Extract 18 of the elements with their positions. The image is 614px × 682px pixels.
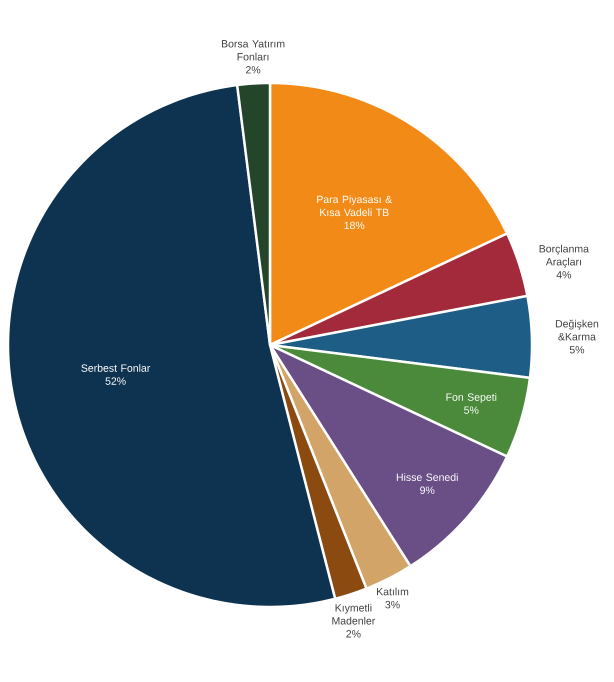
slice-label: Serbest Fonlar	[81, 364, 150, 372]
data-label: 2%	[346, 630, 361, 638]
data-label: 52%	[105, 377, 126, 385]
data-label: 18%	[344, 222, 364, 230]
slice-label: Kıymetli Madenler	[332, 604, 376, 625]
slice-label: Hisse Senedi	[396, 473, 458, 481]
slice-label: Para Piyasası & Kısa Vadeli TB	[317, 195, 392, 216]
slice-label: Borsa Yatırım Fonları	[222, 40, 284, 61]
slice-label: Katılım	[377, 588, 408, 596]
data-label: 2%	[246, 66, 260, 74]
data-label: 9%	[420, 486, 434, 494]
slice-label: Borçlanma Araçları	[540, 244, 589, 268]
data-label: 5%	[570, 346, 584, 354]
data-label: 3%	[385, 600, 400, 608]
slice-label: Değişken &Karma	[556, 320, 598, 340]
slice-label: Fon Sepeti	[446, 393, 496, 403]
data-label: 5%	[464, 406, 479, 414]
data-label: 4%	[556, 271, 572, 278]
